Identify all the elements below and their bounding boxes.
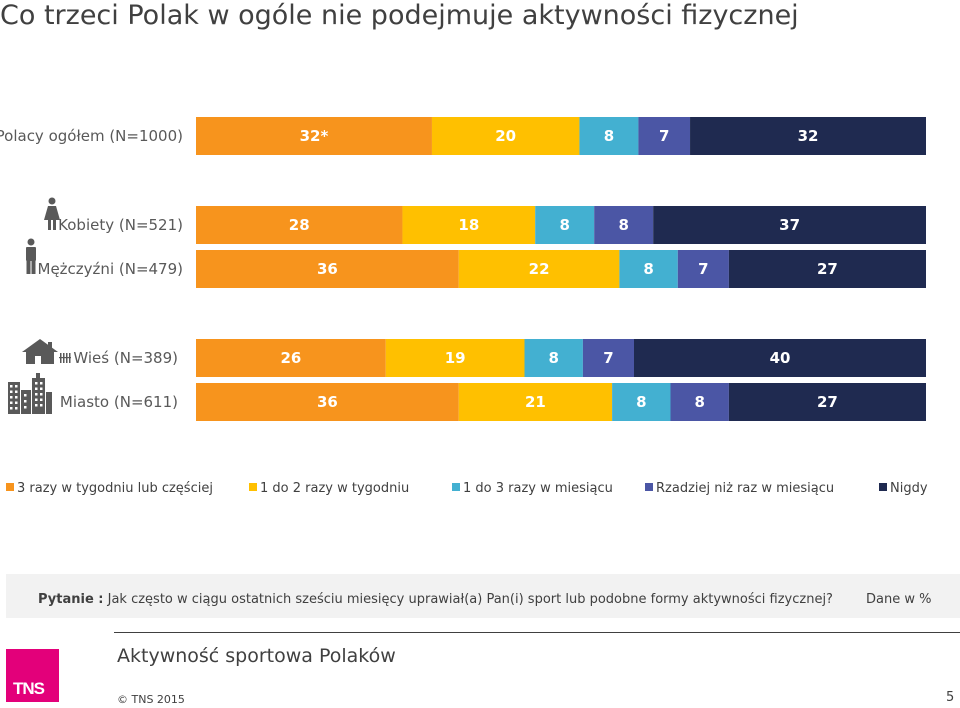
bar-segment bbox=[634, 339, 926, 377]
bar-segment bbox=[579, 117, 639, 155]
data-label: 7 bbox=[698, 260, 708, 278]
bar-segment bbox=[196, 339, 386, 377]
legend-label: 1 do 3 razy w miesiącu bbox=[463, 481, 613, 496]
logo-text: TNS bbox=[13, 679, 45, 698]
bar-segment bbox=[524, 339, 583, 377]
bar-segment bbox=[612, 383, 671, 421]
page-number: 5 bbox=[946, 690, 955, 705]
question-text: Pytanie : Jak często w ciągu ostatnich s… bbox=[38, 592, 833, 607]
row-label: Wieś (N=389) bbox=[73, 349, 178, 367]
data-label: 21 bbox=[525, 393, 546, 411]
village-house-icon bbox=[22, 339, 71, 364]
question-body: Jak często w ciągu ostatnich sześciu mie… bbox=[103, 592, 833, 607]
data-label: 18 bbox=[458, 216, 479, 234]
bar-segment bbox=[458, 250, 620, 288]
question-box: Pytanie : Jak często w ciągu ostatnich s… bbox=[6, 574, 960, 618]
legend-label: Rzadziej niż raz w miesiącu bbox=[656, 481, 835, 496]
bar-segment bbox=[196, 117, 432, 155]
bar-segment bbox=[690, 117, 926, 155]
data-label: 22 bbox=[529, 260, 550, 278]
legend-item: Nigdy bbox=[879, 481, 928, 496]
legend-label: 3 razy w tygodniu lub częściej bbox=[17, 481, 213, 496]
bar-segment bbox=[196, 250, 459, 288]
data-label: 8 bbox=[694, 393, 704, 411]
data-label: 27 bbox=[817, 393, 838, 411]
bar-segment bbox=[535, 206, 595, 244]
data-label: 40 bbox=[770, 349, 791, 367]
page-title: Co trzeci Polak w ogóle nie podejmuje ak… bbox=[0, 0, 799, 31]
data-label: 8 bbox=[643, 260, 653, 278]
footer-divider bbox=[114, 632, 960, 633]
data-label: 32 bbox=[798, 127, 819, 145]
bar-segment bbox=[594, 206, 654, 244]
data-label: 36 bbox=[317, 393, 338, 411]
unit-note: Dane w % bbox=[866, 592, 932, 607]
data-label: 26 bbox=[280, 349, 301, 367]
bar-segment bbox=[196, 383, 459, 421]
city-buildings-icon bbox=[8, 373, 52, 414]
legend-label: Nigdy bbox=[890, 481, 928, 496]
man-icon bbox=[26, 238, 36, 274]
bar-segment bbox=[385, 339, 525, 377]
question-prefix: Pytanie : bbox=[38, 592, 104, 607]
legend-item: 3 razy w tygodniu lub częściej bbox=[6, 481, 213, 496]
copyright: © TNS 2015 bbox=[117, 693, 185, 706]
data-label: 32* bbox=[300, 127, 329, 145]
data-label: 8 bbox=[618, 216, 628, 234]
bar-segment bbox=[728, 383, 926, 421]
data-label: 7 bbox=[659, 127, 669, 145]
bar-segment bbox=[431, 117, 580, 155]
bar-segment bbox=[677, 250, 729, 288]
data-label: 36 bbox=[317, 260, 338, 278]
legend-label: 1 do 2 razy w tygodniu bbox=[260, 481, 410, 496]
legend-swatch bbox=[879, 483, 887, 491]
bar-segment bbox=[458, 383, 613, 421]
tns-logo: TNS bbox=[6, 649, 59, 702]
bar-segment bbox=[653, 206, 926, 244]
row-label: Mężczyźni (N=479) bbox=[38, 260, 183, 278]
data-label: 8 bbox=[604, 127, 614, 145]
data-label: 27 bbox=[817, 260, 838, 278]
data-label: 8 bbox=[559, 216, 569, 234]
data-label: 20 bbox=[495, 127, 516, 145]
woman-icon bbox=[44, 197, 60, 230]
row-label: Kobiety (N=521) bbox=[58, 216, 183, 234]
bar-segment bbox=[582, 339, 634, 377]
data-label: 19 bbox=[445, 349, 466, 367]
row-label: Miasto (N=611) bbox=[60, 393, 178, 411]
data-label: 8 bbox=[636, 393, 646, 411]
data-label: 7 bbox=[603, 349, 613, 367]
legend-item: 1 do 2 razy w tygodniu bbox=[249, 481, 409, 496]
stacked-bar-chart: Polacy ogółem (N=1000) 32* 20 8 7 32 Kobiety (… bbox=[0, 117, 926, 421]
footer-title: Aktywność sportowa Polaków bbox=[117, 645, 396, 667]
bar-segment bbox=[196, 206, 403, 244]
row-label: Polacy ogółem (N=1000) bbox=[0, 127, 183, 145]
bar-segment bbox=[638, 117, 691, 155]
bar-segment bbox=[402, 206, 536, 244]
legend-swatch bbox=[452, 483, 460, 491]
legend-item: 1 do 3 razy w miesiącu bbox=[452, 481, 613, 496]
legend-swatch bbox=[6, 483, 14, 491]
bar-segment bbox=[670, 383, 729, 421]
data-label: 37 bbox=[779, 216, 800, 234]
bar-segment bbox=[728, 250, 926, 288]
bar-segment bbox=[619, 250, 678, 288]
chart-legend: 3 razy w tygodniu lub częściej 1 do 2 raz… bbox=[6, 481, 956, 499]
data-label: 28 bbox=[289, 216, 310, 234]
legend-item: Rzadziej niż raz w miesiącu bbox=[645, 481, 834, 496]
data-label: 8 bbox=[548, 349, 558, 367]
legend-swatch bbox=[249, 483, 257, 491]
legend-swatch bbox=[645, 483, 653, 491]
